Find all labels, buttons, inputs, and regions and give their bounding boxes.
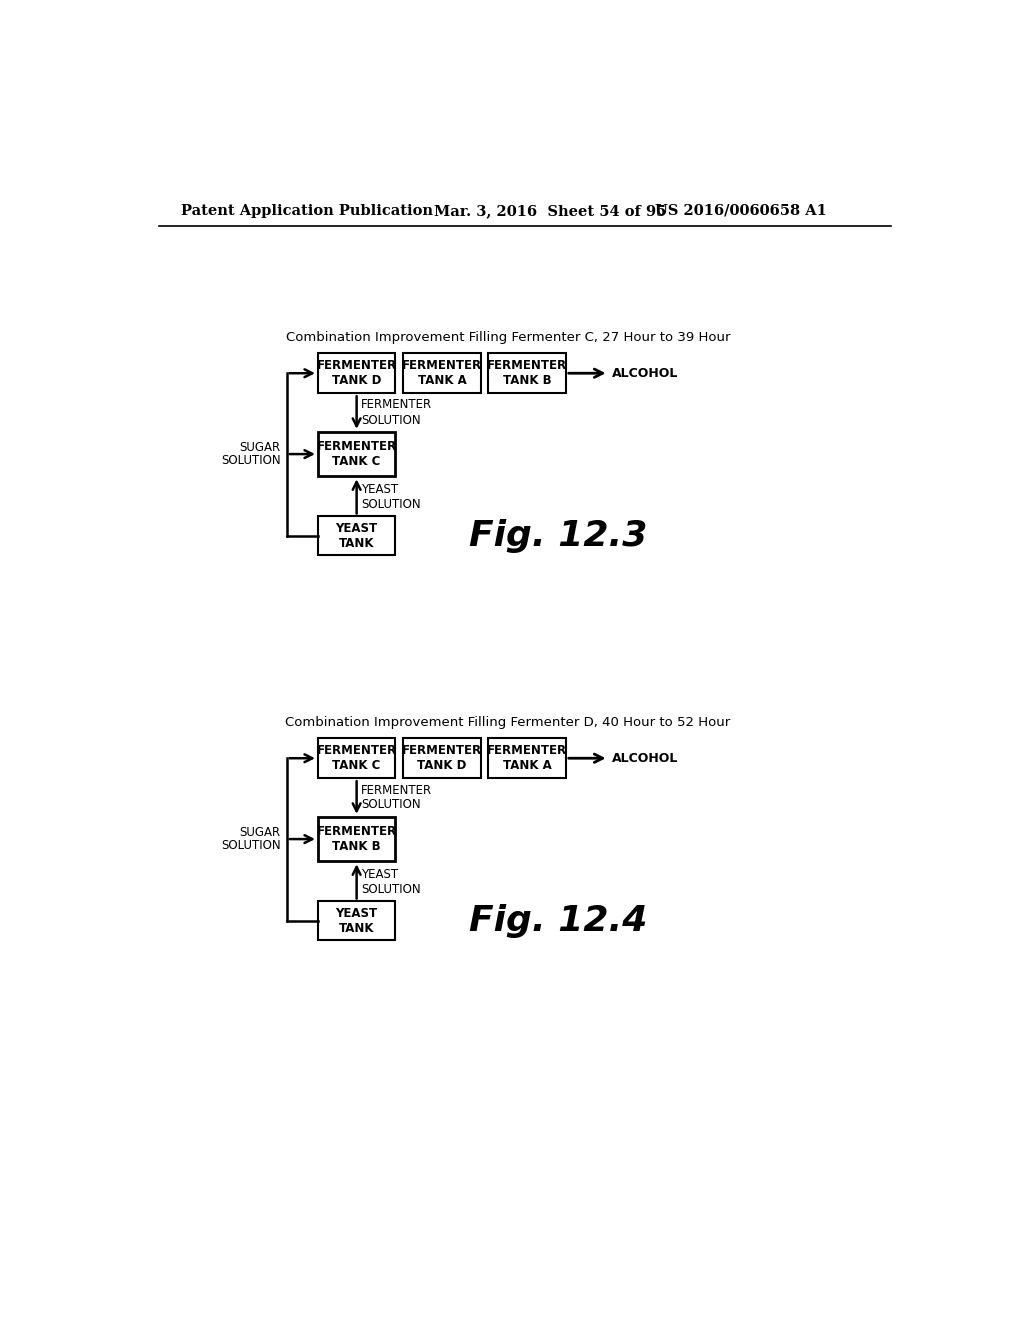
Bar bbox=[317, 902, 395, 940]
Bar bbox=[317, 432, 395, 477]
Bar bbox=[317, 516, 395, 554]
Text: ALCOHOL: ALCOHOL bbox=[612, 751, 679, 764]
Bar bbox=[317, 817, 395, 862]
Bar bbox=[488, 738, 566, 779]
Bar bbox=[403, 738, 480, 779]
Text: FERMENTER
SOLUTION: FERMENTER SOLUTION bbox=[361, 784, 432, 812]
Text: FERMENTER
TANK C: FERMENTER TANK C bbox=[316, 744, 396, 772]
Text: SUGAR: SUGAR bbox=[240, 826, 281, 840]
Text: SUGAR: SUGAR bbox=[240, 441, 281, 454]
Text: FERMENTER
SOLUTION: FERMENTER SOLUTION bbox=[361, 399, 432, 426]
Text: SOLUTION: SOLUTION bbox=[221, 838, 281, 851]
Text: US 2016/0060658 A1: US 2016/0060658 A1 bbox=[655, 203, 826, 218]
Text: FERMENTER
TANK B: FERMENTER TANK B bbox=[487, 359, 567, 387]
Text: Mar. 3, 2016  Sheet 54 of 95: Mar. 3, 2016 Sheet 54 of 95 bbox=[434, 203, 667, 218]
Text: Combination Improvement Filling Fermenter C, 27 Hour to 39 Hour: Combination Improvement Filling Fermente… bbox=[286, 331, 730, 345]
Text: Patent Application Publication: Patent Application Publication bbox=[180, 203, 433, 218]
Bar bbox=[403, 354, 480, 393]
Text: ALCOHOL: ALCOHOL bbox=[612, 367, 679, 380]
Text: FERMENTER
TANK A: FERMENTER TANK A bbox=[401, 359, 482, 387]
Text: Combination Improvement Filling Fermenter D, 40 Hour to 52 Hour: Combination Improvement Filling Fermente… bbox=[285, 717, 730, 730]
Bar bbox=[317, 738, 395, 779]
Text: YEAST
TANK: YEAST TANK bbox=[336, 907, 378, 935]
Text: FERMENTER
TANK C: FERMENTER TANK C bbox=[316, 440, 396, 469]
Text: Fig. 12.4: Fig. 12.4 bbox=[469, 904, 647, 937]
Text: Fig. 12.3: Fig. 12.3 bbox=[469, 519, 647, 553]
Text: FERMENTER
TANK D: FERMENTER TANK D bbox=[316, 359, 396, 387]
Text: YEAST
TANK: YEAST TANK bbox=[336, 521, 378, 549]
Bar bbox=[317, 354, 395, 393]
Text: SOLUTION: SOLUTION bbox=[221, 454, 281, 467]
Text: FERMENTER
TANK B: FERMENTER TANK B bbox=[316, 825, 396, 853]
Text: YEAST
SOLUTION: YEAST SOLUTION bbox=[361, 869, 421, 896]
Text: FERMENTER
TANK D: FERMENTER TANK D bbox=[401, 744, 482, 772]
Bar bbox=[488, 354, 566, 393]
Text: YEAST
SOLUTION: YEAST SOLUTION bbox=[361, 483, 421, 511]
Text: FERMENTER
TANK A: FERMENTER TANK A bbox=[487, 744, 567, 772]
